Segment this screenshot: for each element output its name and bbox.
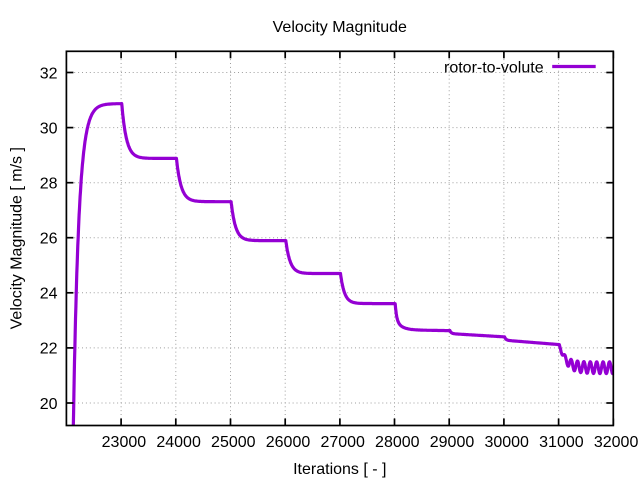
svg-text:rotor-to-volute: rotor-to-volute [444,59,544,76]
svg-text:28: 28 [40,176,58,193]
svg-text:26: 26 [40,231,58,248]
svg-text:27000: 27000 [320,434,365,451]
svg-text:Iterations [ - ]: Iterations [ - ] [293,461,386,478]
svg-text:29000: 29000 [430,434,475,451]
svg-text:Velocity Magnitude: Velocity Magnitude [273,19,407,36]
svg-text:32: 32 [40,65,58,82]
svg-text:22: 22 [40,341,58,358]
svg-text:24000: 24000 [156,434,201,451]
svg-text:31000: 31000 [539,434,584,451]
svg-text:30000: 30000 [484,434,529,451]
svg-text:Velocity Magnitude [ m/s ]: Velocity Magnitude [ m/s ] [8,147,25,329]
svg-text:32000: 32000 [594,434,639,451]
svg-text:26000: 26000 [266,434,311,451]
svg-text:25000: 25000 [211,434,256,451]
svg-text:20: 20 [40,396,58,413]
svg-text:30: 30 [40,120,58,137]
svg-text:24: 24 [40,286,58,303]
svg-text:28000: 28000 [375,434,420,451]
svg-text:23000: 23000 [102,434,147,451]
